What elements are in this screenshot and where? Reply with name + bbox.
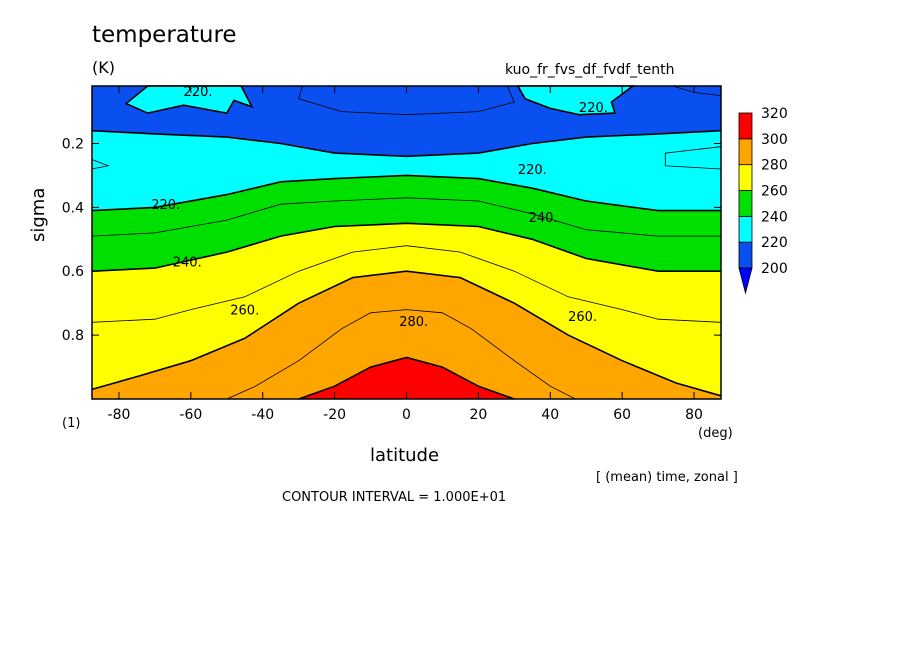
contour-label-9: 280. bbox=[399, 315, 428, 330]
contour-line-220 bbox=[91, 129, 722, 158]
contour-label-7: 260. bbox=[230, 304, 259, 319]
contour-fills bbox=[92, 85, 721, 399]
contour-label-2: 220. bbox=[579, 101, 608, 116]
contour-line-minor-2 bbox=[91, 159, 110, 170]
colorbar-label: 300 bbox=[761, 132, 788, 148]
contour-label-1: 220. bbox=[184, 85, 213, 100]
y-tick-label: 0.6 bbox=[62, 264, 84, 280]
colorbar-segment-220 bbox=[738, 215, 753, 243]
colorbar-segment-240 bbox=[738, 190, 753, 217]
plot-axes: -80 -60 -40 -20 0 20 40 60 80 0.2 0.4 0.6 0.8 bbox=[62, 85, 722, 423]
colorbar-segment-280 bbox=[738, 138, 753, 166]
chart-title: temperature bbox=[92, 22, 237, 48]
y-axis-unit: (1) bbox=[62, 416, 81, 431]
fill-island-220-2 bbox=[516, 85, 636, 116]
colorbar-label: 260 bbox=[761, 184, 788, 200]
x-tick-label: -20 bbox=[323, 407, 346, 423]
colorbar-label: 320 bbox=[761, 106, 788, 122]
colorbar-label: 200 bbox=[761, 261, 788, 277]
colorbar: 200 220 240 260 280 300 320 bbox=[738, 106, 788, 295]
colorbar-segment-200 bbox=[738, 241, 753, 269]
colorbar-label: 240 bbox=[761, 209, 788, 225]
contour-line-280 bbox=[91, 270, 722, 397]
contour-label-5: 240. bbox=[529, 211, 558, 226]
colorbar-segment-300 bbox=[738, 112, 753, 140]
y-tick-label: 0.2 bbox=[62, 136, 84, 152]
x-tick-label: 40 bbox=[541, 407, 559, 423]
y-tick-label: 0.4 bbox=[62, 200, 84, 216]
fill-band-280 bbox=[92, 271, 721, 399]
x-tick-label: -40 bbox=[251, 407, 274, 423]
x-tick-label: -60 bbox=[179, 407, 202, 423]
x-tick-label: 0 bbox=[402, 407, 411, 423]
colorbar-label: 220 bbox=[761, 235, 788, 251]
colorbar-extend-min bbox=[738, 267, 753, 295]
contour-labels: 220. 220. 220. 220. 240. 240. 260. 260. 280. bbox=[151, 85, 608, 330]
x-tick-label: 80 bbox=[685, 407, 703, 423]
contour-line-260 bbox=[91, 222, 721, 272]
x-tick-label: 60 bbox=[613, 407, 631, 423]
y-tick-label: 0.8 bbox=[62, 328, 84, 344]
chart-units: (K) bbox=[92, 58, 115, 77]
contour-label-6: 240. bbox=[173, 256, 202, 271]
contour-line-290 bbox=[226, 309, 587, 400]
contour-label-3: 220. bbox=[518, 163, 547, 178]
contour-line-300 bbox=[298, 356, 515, 400]
x-axis-unit: (deg) bbox=[698, 426, 733, 441]
x-tick-label: -80 bbox=[108, 407, 131, 423]
chart-subtitle: kuo_fr_fvs_df_fvdf_tenth bbox=[505, 62, 675, 78]
colorbar-segment-260 bbox=[738, 164, 753, 191]
contour-label-8: 260. bbox=[568, 310, 597, 325]
contour-line-270 bbox=[91, 245, 722, 323]
contour-line-minor-1 bbox=[298, 85, 515, 116]
contour-lines bbox=[91, 85, 722, 400]
contour-interval-note: CONTOUR INTERVAL = 1.000E+01 bbox=[282, 490, 507, 505]
averaging-note: [ (mean) time, zonal ] bbox=[596, 470, 738, 485]
contour-label-4: 220. bbox=[151, 198, 180, 213]
fill-island-220-1 bbox=[124, 85, 254, 114]
x-tick-label: 20 bbox=[469, 407, 487, 423]
x-axis-label: latitude bbox=[370, 445, 440, 466]
fill-band-300 bbox=[298, 357, 515, 399]
contour-line-250 bbox=[91, 197, 721, 237]
colorbar-label: 280 bbox=[761, 158, 788, 174]
contour-line-240 bbox=[91, 174, 721, 212]
contour-line-minor-3 bbox=[664, 146, 722, 170]
